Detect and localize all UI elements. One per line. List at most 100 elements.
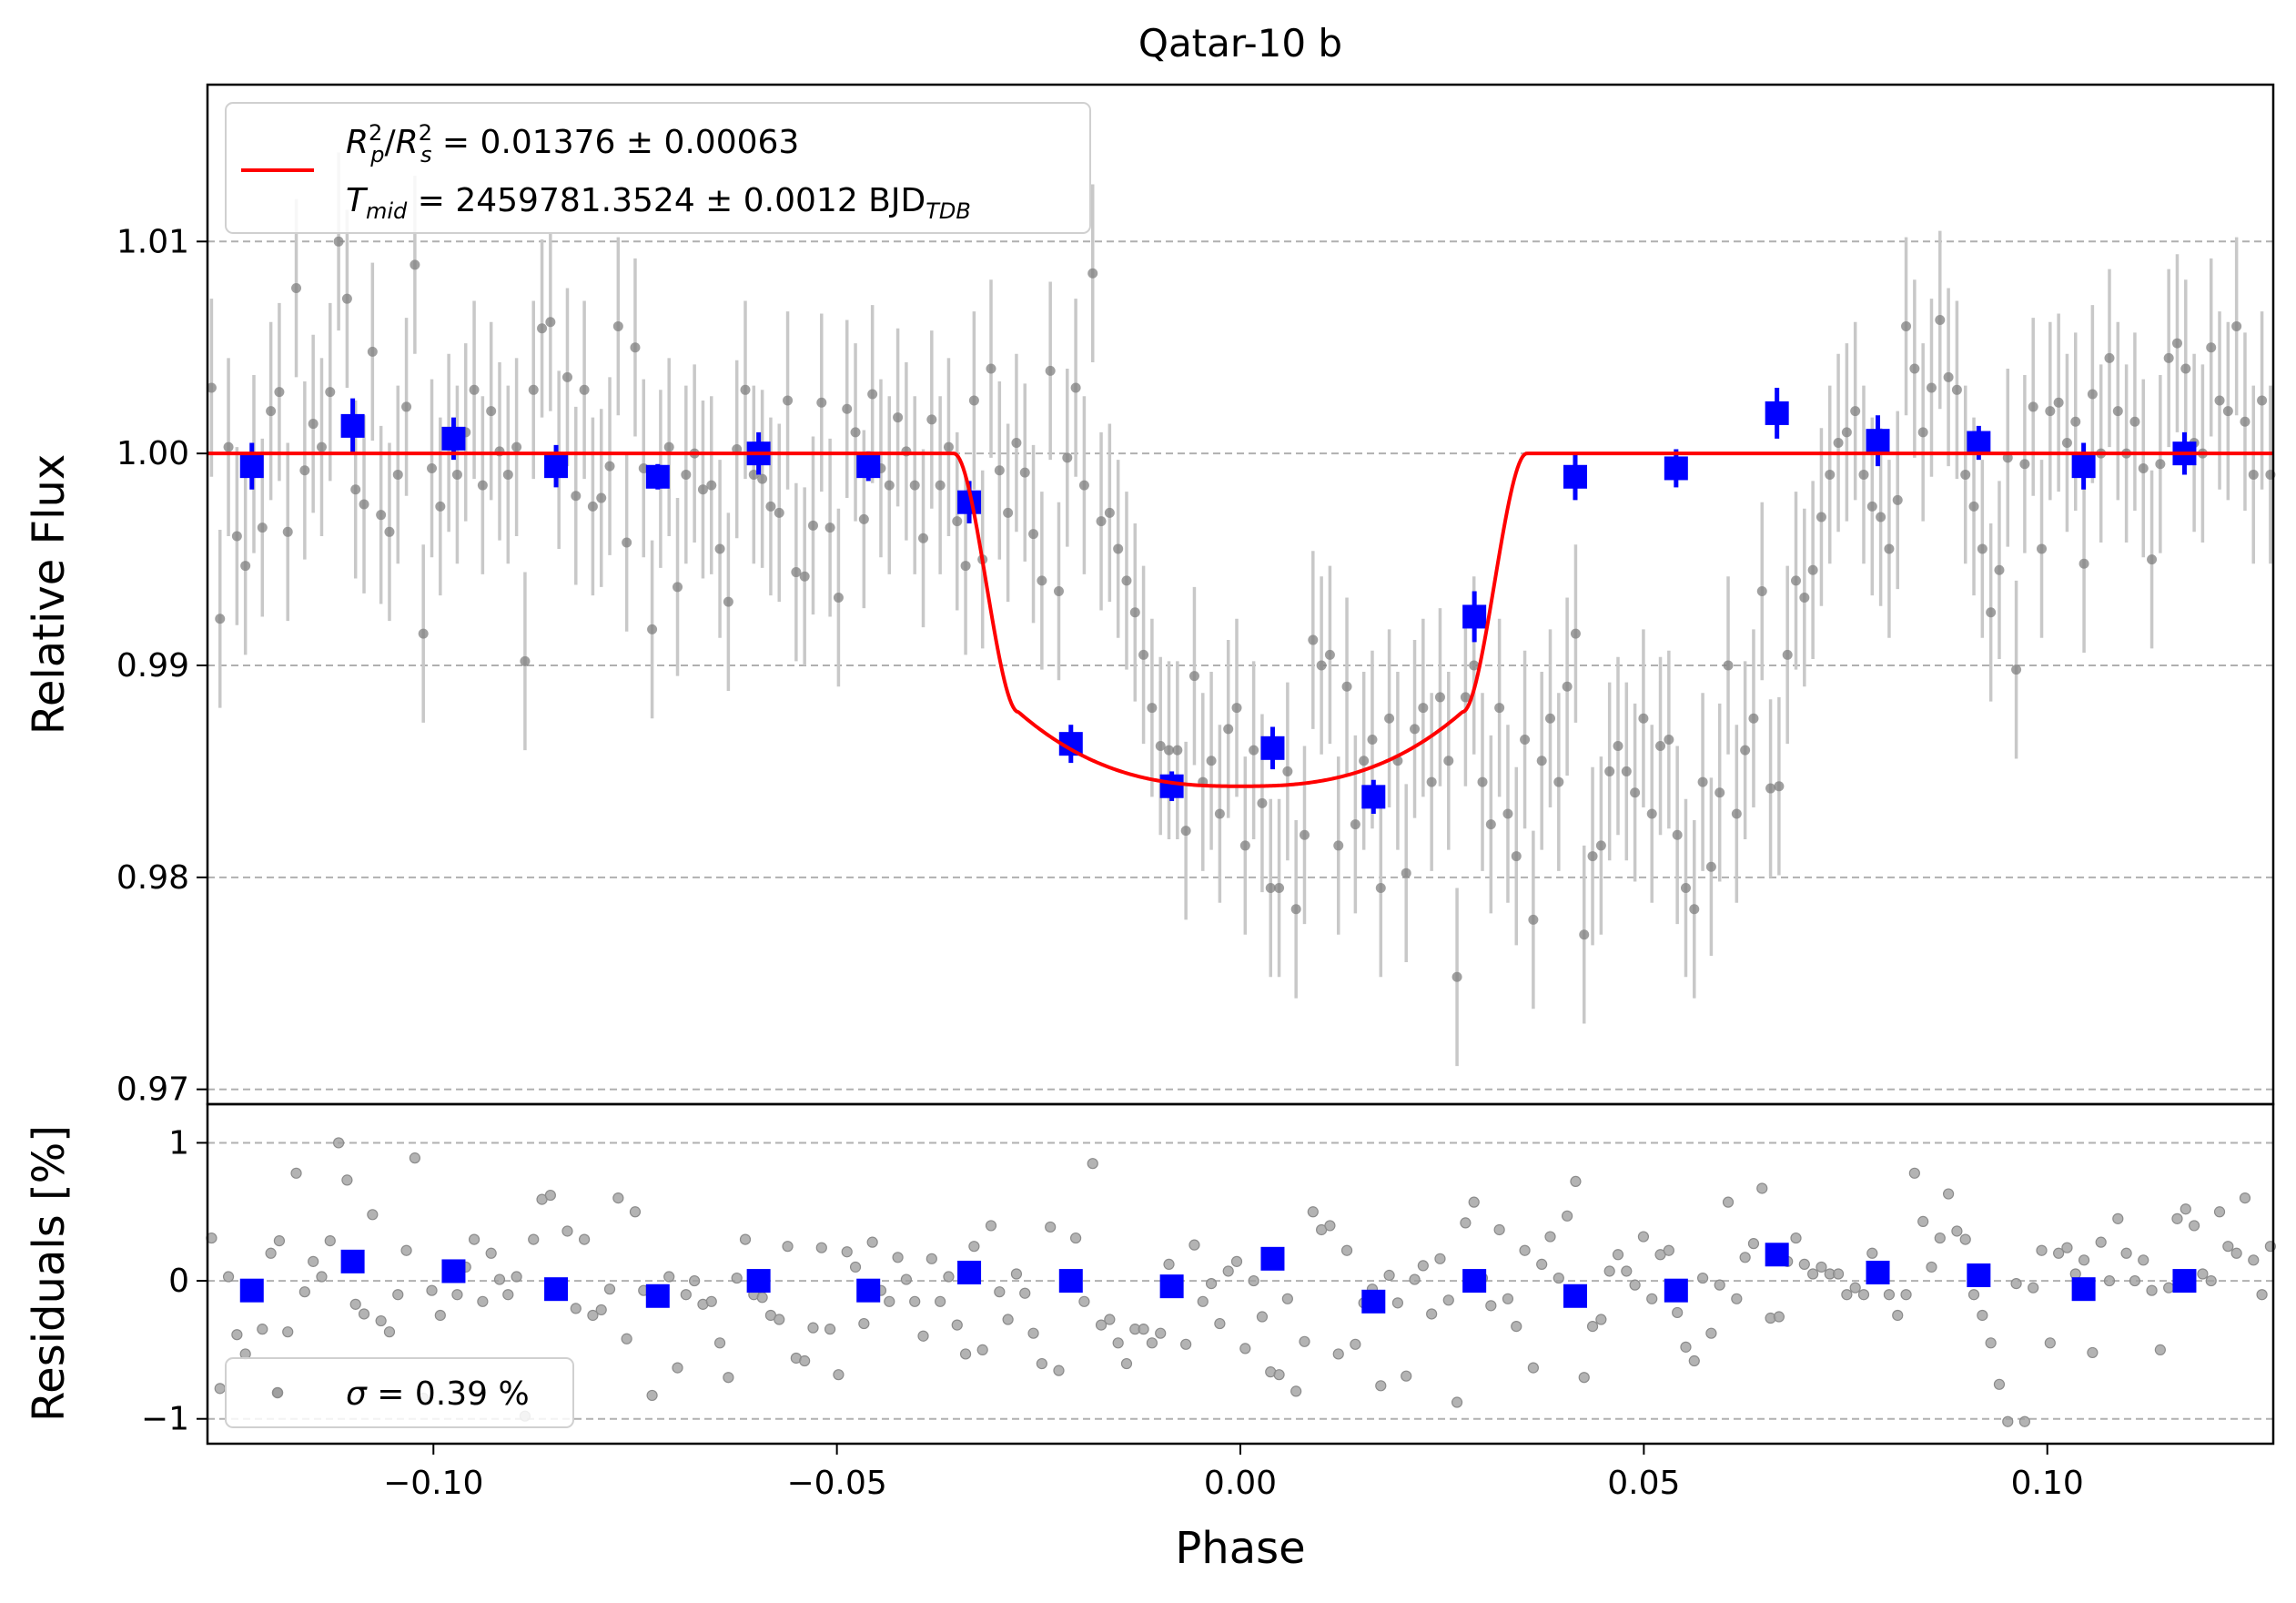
raw-point <box>520 655 531 666</box>
raw-point <box>2087 389 2098 400</box>
raw-point <box>774 507 784 518</box>
binned-point <box>1765 401 1789 425</box>
residual-point <box>1849 1282 1861 1294</box>
raw-point <box>2070 416 2081 427</box>
residual-point <box>511 1271 522 1283</box>
residual-point <box>2213 1206 2226 1218</box>
residual-point <box>2189 1220 2200 1232</box>
raw-point <box>791 567 802 578</box>
residual-point <box>1502 1293 1514 1304</box>
raw-point <box>1359 756 1370 766</box>
top-y-tick-label: 0.99 <box>116 647 189 685</box>
raw-point <box>842 403 853 414</box>
raw-point <box>1866 501 1877 512</box>
legend-line-2: Tmid = 2459781.3524 ± 0.0012 BJDTDB <box>346 182 971 224</box>
raw-point <box>2171 338 2182 349</box>
top-legend: R2 p/R2 s = 0.01376 ± 0.00063 Tmid = 24597… <box>225 102 1091 234</box>
residual-point <box>544 1189 556 1202</box>
residual-point <box>341 1174 353 1186</box>
residual-point <box>1696 1272 1709 1284</box>
residual-point <box>672 1362 683 1374</box>
raw-point <box>833 592 844 603</box>
top-legend-box <box>225 102 1091 234</box>
raw-point <box>1816 512 1826 522</box>
raw-point <box>561 371 572 382</box>
raw-point <box>502 469 513 480</box>
binned-point <box>1361 785 1386 809</box>
raw-point <box>350 484 361 495</box>
raw-point <box>1943 371 1954 382</box>
residual-point <box>1578 1372 1590 1384</box>
residual-point <box>332 1137 345 1149</box>
residual-point <box>468 1233 480 1245</box>
residual-point <box>799 1354 811 1367</box>
raw-point <box>697 484 708 495</box>
raw-point <box>807 520 818 531</box>
residual-point <box>1350 1338 1361 1350</box>
residual-point <box>265 1247 277 1259</box>
raw-point <box>231 531 242 542</box>
residual-point <box>1562 1210 1573 1222</box>
raw-point <box>1426 776 1437 787</box>
raw-point <box>1858 469 1869 480</box>
raw-point <box>1460 692 1471 703</box>
residual-point <box>1942 1188 1955 1200</box>
residual-point <box>1442 1294 1454 1306</box>
raw-point <box>1451 971 1462 982</box>
residual-point <box>2171 1212 2183 1224</box>
residual-point <box>1672 1306 1684 1319</box>
legend-residual-marker <box>271 1386 284 1399</box>
raw-point <box>858 513 869 524</box>
binned-point <box>1664 456 1688 481</box>
raw-point <box>1299 829 1310 840</box>
residual-point <box>1053 1365 1065 1376</box>
raw-point <box>1680 882 1691 893</box>
raw-point <box>706 480 717 491</box>
raw-point <box>1434 692 1445 703</box>
raw-point <box>1850 406 1861 417</box>
x-tick-label: −0.05 <box>786 1465 886 1502</box>
legend-sigma: σ = 0.39 % <box>346 1375 530 1413</box>
residual-point <box>935 1295 946 1307</box>
raw-point <box>968 395 979 406</box>
residual-point <box>1493 1223 1505 1236</box>
raw-point <box>1104 507 1115 518</box>
residual-point <box>1205 1278 1218 1290</box>
raw-point <box>528 384 539 395</box>
residual-point <box>1417 1260 1429 1272</box>
residual-point <box>1917 1215 1929 1227</box>
residual-point <box>1637 1231 1650 1243</box>
residual-point <box>2230 1247 2242 1259</box>
residual-point <box>1926 1261 1937 1273</box>
raw-point <box>2079 558 2089 569</box>
residual-point <box>1307 1206 1319 1218</box>
residual-point <box>646 1389 658 1402</box>
raw-point <box>537 323 548 334</box>
raw-point <box>673 582 683 593</box>
raw-point <box>1579 929 1590 940</box>
residual-point <box>2053 1247 2065 1259</box>
raw-point <box>1477 776 1488 787</box>
residual-point <box>824 1324 836 1335</box>
bottom-y-tick-label: −1 <box>141 1401 189 1438</box>
raw-point <box>1909 363 1920 374</box>
raw-point <box>325 387 336 398</box>
binned-residual-point <box>1462 1269 1487 1294</box>
raw-point <box>1638 713 1649 724</box>
residual-point <box>290 1167 302 1179</box>
residual-point <box>1892 1309 1904 1322</box>
residual-point <box>570 1303 582 1314</box>
residual-point <box>2222 1241 2234 1253</box>
raw-point <box>1825 469 1836 480</box>
residual-point <box>324 1235 336 1247</box>
residual-point <box>214 1383 226 1395</box>
binned-residual-point <box>746 1269 771 1294</box>
binned-residual-point <box>1563 1283 1587 1308</box>
residual-point <box>1273 1369 1285 1381</box>
residual-point <box>367 1209 379 1221</box>
residual-point <box>968 1241 980 1253</box>
raw-point <box>1308 634 1319 645</box>
residual-point <box>493 1273 506 1285</box>
residual-point <box>1138 1324 1149 1335</box>
residual-point <box>909 1295 921 1307</box>
